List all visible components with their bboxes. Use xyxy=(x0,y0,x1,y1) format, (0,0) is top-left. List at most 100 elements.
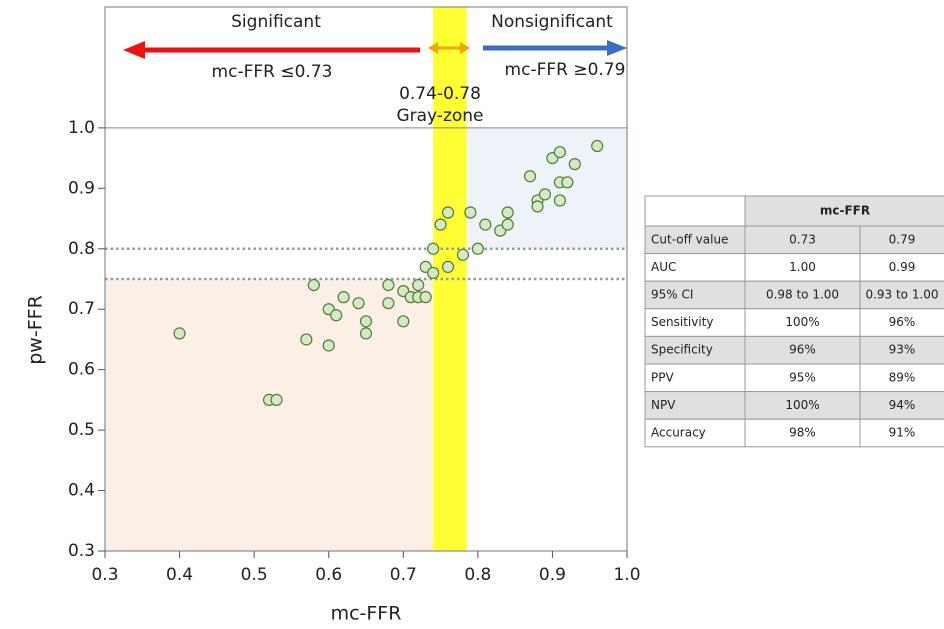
table-text: 0.79 xyxy=(889,232,916,246)
table-cell xyxy=(744,308,861,337)
point xyxy=(270,393,283,406)
arrow-head xyxy=(428,42,438,54)
table-cell xyxy=(859,335,944,365)
table-text: 89% xyxy=(889,370,916,384)
table-text: 98% xyxy=(789,426,816,440)
point xyxy=(464,206,477,219)
point xyxy=(412,278,425,292)
point xyxy=(307,278,320,292)
table-text: Accuracy xyxy=(651,426,706,440)
point xyxy=(501,218,514,231)
point xyxy=(427,266,440,280)
y-axis-label: pw-FFR xyxy=(25,295,47,365)
table-cell xyxy=(744,418,861,448)
point xyxy=(456,248,470,261)
annotation: Nonsignificant xyxy=(491,12,613,32)
point xyxy=(568,158,581,171)
y-tick-label: 0.3 xyxy=(68,541,95,561)
annotation: mc-FFR ≥0.79 xyxy=(505,60,626,80)
arrow-head xyxy=(607,40,627,56)
y-tick-label: 0.4 xyxy=(68,481,95,501)
table-text: 91% xyxy=(889,426,916,440)
point xyxy=(501,206,514,219)
table-text: 0.93 to 1.00 xyxy=(865,288,938,302)
table-cell xyxy=(644,195,746,227)
point xyxy=(427,242,440,255)
point xyxy=(382,278,395,292)
table-text: 95% CI xyxy=(651,288,693,302)
table-cell xyxy=(644,280,746,310)
table-cell xyxy=(644,363,746,393)
table-cell xyxy=(859,418,944,448)
x-tick-label: 0.6 xyxy=(315,565,342,585)
ticks: 0.3 0.4 0.5 0.6 0.7 0.8 0.9 1.0 0.3 0.4 0.5 0.6 0.7 0… xyxy=(68,118,641,585)
table-cell xyxy=(744,225,861,255)
table-cell xyxy=(859,363,944,393)
annotation: Gray-zone xyxy=(396,106,483,126)
annotation: Significant xyxy=(231,12,321,32)
point xyxy=(471,242,484,255)
point xyxy=(561,176,574,189)
table-cell xyxy=(644,391,746,420)
table-text: AUC xyxy=(651,260,676,274)
table-text: 0.98 to 1.00 xyxy=(766,288,839,302)
table-cell xyxy=(859,225,944,255)
point xyxy=(441,206,455,219)
table-cell xyxy=(859,280,944,310)
y-tick-label: 0.6 xyxy=(68,360,95,380)
point xyxy=(300,333,313,346)
point xyxy=(337,291,350,304)
table: mc-FFR Cut-off value 0.73 0.79 AUC 1.00 0.99 95… xyxy=(644,195,944,448)
point xyxy=(479,218,492,231)
annotation: 0.74-0.78 xyxy=(399,84,481,104)
table-text: 0.73 xyxy=(789,232,816,246)
table-text: 93% xyxy=(889,343,916,357)
point xyxy=(330,309,343,322)
point xyxy=(359,315,373,328)
x-tick-label: 0.5 xyxy=(241,565,268,585)
point xyxy=(591,139,604,153)
point xyxy=(173,327,186,340)
table-text: Specificity xyxy=(651,343,713,357)
table-cell xyxy=(644,308,746,337)
y-tick-label: 0.8 xyxy=(68,239,95,259)
annotation: mc-FFR ≤0.73 xyxy=(212,62,333,82)
y-tick-label: 1.0 xyxy=(68,118,95,138)
point xyxy=(434,218,447,231)
table-text: PPV xyxy=(651,370,674,384)
table-cell xyxy=(859,391,944,420)
table-text: Sensitivity xyxy=(651,315,713,329)
point xyxy=(382,297,395,310)
point xyxy=(359,327,373,340)
x-tick-label: 0.8 xyxy=(464,565,491,585)
x-tick-label: 0.9 xyxy=(539,565,566,585)
point xyxy=(441,260,455,274)
table-text: 0.99 xyxy=(889,260,916,274)
point xyxy=(352,297,365,310)
table-text: Cut-off value xyxy=(651,232,728,246)
point xyxy=(397,315,410,328)
points xyxy=(173,139,604,406)
region xyxy=(105,279,434,551)
table-cell xyxy=(644,335,746,365)
x-tick-label: 0.3 xyxy=(91,565,118,585)
table-text: 1.00 xyxy=(789,260,816,274)
table-text: 94% xyxy=(889,398,916,412)
point xyxy=(553,145,566,159)
point xyxy=(419,291,432,304)
point xyxy=(322,339,335,352)
point xyxy=(538,188,552,201)
table-cell xyxy=(744,253,861,282)
arrow-head xyxy=(123,41,145,59)
table-cell xyxy=(644,253,746,282)
y-tick-label: 0.5 xyxy=(68,420,95,440)
point xyxy=(523,170,537,183)
table-text: 100% xyxy=(785,398,819,412)
arrow-head xyxy=(460,42,470,54)
table-text: NPV xyxy=(651,398,676,412)
x-axis-label: mc-FFR xyxy=(331,603,402,625)
point xyxy=(553,194,566,207)
region xyxy=(433,7,467,551)
